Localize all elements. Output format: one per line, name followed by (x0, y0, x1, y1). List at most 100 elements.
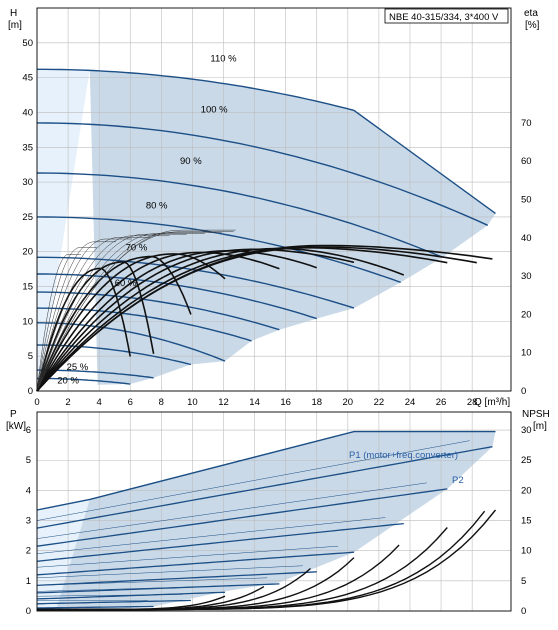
top-ytick-label: 20 (22, 247, 33, 258)
bot-ylabel-left: P (10, 409, 17, 420)
speed-label: 90 % (180, 156, 202, 167)
efficiency-curve (36, 247, 405, 392)
efficiency-curve (36, 253, 226, 392)
top-ytick-label: 50 (22, 38, 33, 49)
head-curve (37, 377, 131, 385)
bot-npsh-tick-label: 5 (521, 576, 526, 587)
bot-ytick-label: 4 (26, 485, 31, 496)
efficiency-curve (36, 249, 317, 392)
top-eta-tick-label: 0 (521, 386, 526, 397)
head-curve (36, 344, 192, 366)
top-ytick-label: 15 (22, 282, 33, 293)
bot-npsh-tick-label: 15 (521, 516, 532, 527)
top-eta-tick-label: 60 (521, 156, 532, 167)
top-xtick-label: 28 (467, 397, 478, 408)
head-curve (37, 68, 496, 214)
bot-ytick-label: 2 (26, 546, 31, 557)
top-eta-tick-label: 70 (521, 118, 532, 129)
p2-curve (36, 522, 404, 562)
p1-thin-line (36, 440, 470, 521)
p1-thin-line (36, 577, 268, 586)
top-ytick-label: 40 (22, 107, 33, 118)
p1-label: P1 (motor+freq.converter) (349, 450, 458, 461)
bot-ytick-label: 5 (26, 455, 31, 466)
p1-thin-line (36, 586, 216, 592)
top-xtick-label: 6 (128, 397, 133, 408)
title-box (384, 8, 509, 24)
top-xtick-label: 8 (159, 397, 164, 408)
p2-curve (36, 571, 317, 587)
top-ylabel-left: H (10, 8, 17, 19)
bot-npsh-tick-label: 20 (521, 485, 532, 496)
p2-curve (36, 488, 448, 547)
top-ylabel-right: eta (524, 8, 538, 19)
top-ytick-label: 25 (22, 212, 33, 223)
efficiency-thin-curve (36, 235, 170, 392)
top-eta-tick-label: 10 (521, 348, 532, 359)
p1-thin-line (36, 565, 303, 579)
bot-ytick-label: 0 (26, 606, 31, 617)
efficiency-curve (36, 261, 155, 392)
top-ytick-label: 5 (28, 351, 33, 362)
top-axes-frame (36, 7, 512, 392)
top-xlabel: Q [m³/h] (474, 397, 510, 408)
efficiency-curve (36, 267, 131, 392)
efficiency-thin-curve (36, 247, 97, 392)
head-curve (36, 307, 252, 342)
top-xtick-label: 0 (34, 397, 39, 408)
bot-ytick-label: 6 (26, 425, 31, 436)
bot-ytick-label: 3 (26, 516, 31, 527)
chart-title: NBE 40-315/334, 3*400 V (389, 12, 499, 23)
head-curve (36, 122, 488, 226)
top-xtick-label: 2 (65, 397, 70, 408)
top-ylabel-left-unit: [m] (8, 20, 22, 31)
top-xtick-label: 12 (218, 397, 229, 408)
p1-thin-line (36, 594, 184, 597)
bot-ylabel-left-unit: [kW] (6, 421, 26, 432)
speed-label: 60 % (115, 278, 137, 289)
top-xtick-label: 18 (311, 397, 322, 408)
speed-label: 20 % (57, 375, 79, 386)
p2-curve (36, 583, 280, 594)
speed-label: 25 % (67, 362, 89, 373)
operating-envelope (89, 69, 496, 385)
top-xtick-label: 26 (436, 397, 447, 408)
efficiency-curve (36, 248, 355, 392)
top-ytick-label: 35 (22, 142, 33, 153)
p2-curve (36, 591, 226, 600)
p1-thin-line (36, 517, 386, 554)
bot-ytick-label: 1 (26, 576, 31, 587)
p2-curve (36, 446, 493, 529)
bot-npsh-tick-label: 30 (521, 425, 532, 436)
p1-thin-line (36, 482, 427, 539)
bot-npsh-tick-label: 0 (521, 606, 526, 617)
efficiency-thin-curve (36, 233, 205, 392)
efficiency-thin-curve (36, 233, 187, 392)
light-region (37, 69, 90, 392)
top-xtick-label: 16 (280, 397, 291, 408)
top-eta-tick-label: 30 (521, 271, 532, 282)
bot-ylabel-right: NPSH (522, 409, 550, 420)
efficiency-curve (36, 247, 448, 392)
top-xtick-label: 4 (97, 397, 102, 408)
bot-axes-frame (36, 411, 512, 612)
top-eta-tick-label: 40 (521, 233, 532, 244)
p2-label: P2 (452, 475, 464, 486)
efficiency-curve (36, 251, 280, 392)
npsh-curve (37, 595, 226, 611)
top-xtick-label: 22 (374, 397, 385, 408)
head-curve (36, 172, 443, 258)
top-eta-tick-label: 20 (521, 309, 532, 320)
speed-label: 110 % (210, 54, 237, 65)
top-xtick-label: 14 (249, 397, 260, 408)
efficiency-curve (36, 255, 192, 392)
efficiency-thin-curve (36, 237, 151, 392)
bot-npsh-tick-label: 25 (521, 455, 532, 466)
bot-npsh-tick-label: 10 (521, 546, 532, 557)
p2-curve (36, 605, 154, 609)
top-ytick-label: 45 (22, 73, 33, 84)
head-curve (36, 216, 401, 284)
speed-label: 70 % (126, 242, 148, 253)
